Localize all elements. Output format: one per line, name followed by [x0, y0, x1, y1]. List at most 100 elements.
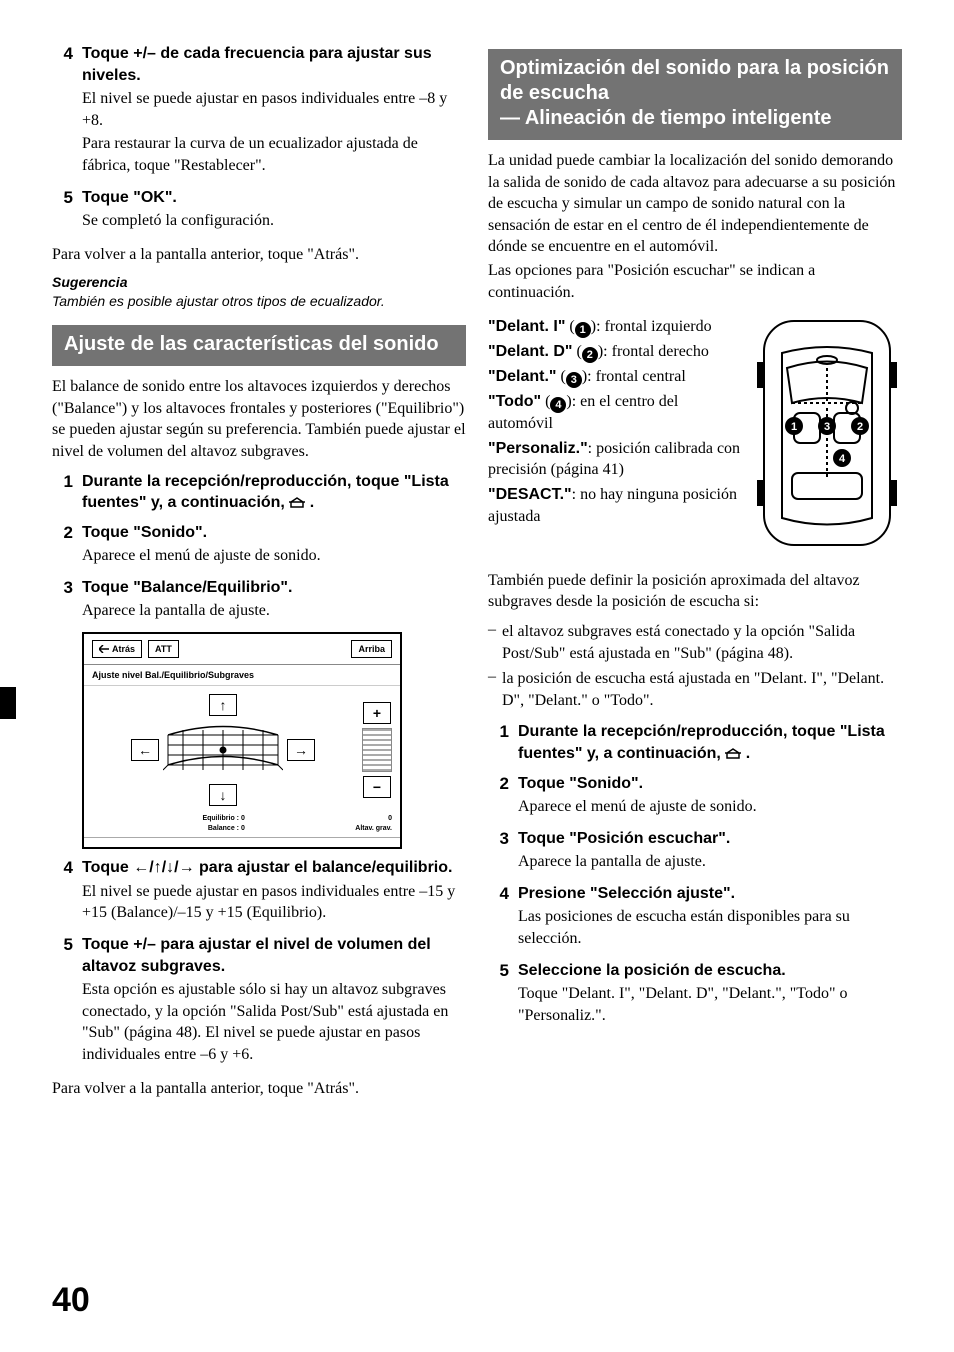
svg-text:3: 3 — [824, 421, 830, 433]
step-title: Toque "OK". — [82, 187, 466, 209]
pos-label: "Personaliz." — [488, 440, 588, 457]
step-5-ok: 5 Toque "OK". Se completó la configuraci… — [52, 187, 466, 234]
step-body-text: Aparece la pantalla de ajuste. — [82, 600, 466, 622]
side-tab — [0, 687, 16, 719]
step-2: 2 Toque "Sonido". Aparece el menú de aju… — [52, 522, 466, 569]
section-intro: El balance de sonido entre los altavoces… — [52, 376, 466, 462]
step-body-text: Aparece el menú de ajuste de sonido. — [518, 796, 902, 818]
pos-label: "Delant." — [488, 368, 557, 385]
section-heading-sound-chars: Ajuste de las características del sonido — [52, 325, 466, 366]
page-number: 40 — [52, 1278, 90, 1324]
step-title: Toque "Sonido". — [518, 773, 902, 795]
step-number: 5 — [52, 187, 82, 234]
pos-label: "DESACT." — [488, 486, 572, 503]
pos-desc: : frontal derecho — [603, 343, 709, 360]
tip-heading: Sugerencia — [52, 273, 466, 292]
step-3: 3 Toque "Balance/Equilibrio". Aparece la… — [52, 577, 466, 624]
right-column: Optimización del sonido para la posición… — [488, 35, 902, 1101]
step-number: 3 — [488, 828, 518, 875]
return-text: Para volver a la pantalla anterior, toqu… — [52, 1078, 466, 1100]
equilibrio-label: Equilibrio : 0 — [202, 815, 244, 822]
tip-body: También es posible ajustar otros tipos d… — [52, 292, 466, 311]
balance-label: Balance : 0 — [208, 825, 245, 832]
up-button[interactable]: Arriba — [351, 640, 392, 658]
step-body-text: El nivel se puede ajustar en pasos indiv… — [82, 88, 466, 131]
circled-1-icon: 1 — [575, 322, 591, 338]
step-number: 5 — [488, 960, 518, 1029]
step-title: Toque "Sonido". — [82, 522, 466, 544]
position-text-column: "Delant. I" (1): frontal izquierdo "Dela… — [488, 313, 742, 560]
step-body-text: Aparece el menú de ajuste de sonido. — [82, 545, 466, 567]
step-body-text: Se completó la configuración. — [82, 210, 466, 232]
home-icon — [725, 748, 741, 759]
step-5-sub: 5 Toque +/– para ajustar el nivel de vol… — [52, 934, 466, 1068]
arrow-right-button[interactable]: → — [287, 739, 315, 761]
ui-screenshot-balance: Atrás ATT Arriba Ajuste nivel Bal./Equil… — [82, 632, 402, 849]
circled-2-icon: 2 — [582, 347, 598, 363]
pos-label: "Todo" — [488, 393, 541, 410]
balance-grid-icon — [163, 720, 283, 780]
step-title-end: . — [305, 494, 314, 511]
sub-level-meter — [362, 728, 392, 772]
arrow-up-button[interactable]: ↑ — [209, 694, 237, 716]
step-number: 5 — [52, 934, 82, 1068]
step-body-text: Aparece la pantalla de ajuste. — [518, 851, 902, 873]
step-number: 1 — [488, 721, 518, 764]
step-body-text: Para restaurar la curva de un ecualizado… — [82, 133, 466, 176]
position-list: "Delant. I" (1): frontal izquierdo "Dela… — [488, 313, 902, 560]
intro-text-2: Las opciones para "Posición escuchar" se… — [488, 260, 902, 303]
ui-balance-grid: ↑ ← → — [92, 694, 354, 806]
step-number: 2 — [52, 522, 82, 569]
step-number: 4 — [488, 883, 518, 952]
att-button[interactable]: ATT — [148, 640, 179, 658]
svg-text:4: 4 — [839, 453, 846, 465]
step-title: Durante la recepción/reproducción, toque… — [518, 723, 885, 762]
circled-3-icon: 3 — [566, 372, 582, 388]
dash-item: el altavoz subgraves está conectado y la… — [502, 621, 902, 664]
pos-label: "Delant. I" — [488, 318, 565, 335]
step-title: Durante la recepción/reproducción, toque… — [82, 473, 449, 512]
ui-subtitle: Ajuste nivel Bal./Equilibrio/Subgraves — [84, 665, 400, 686]
step-body-text: Esta opción es ajustable sólo si hay un … — [82, 979, 466, 1065]
step-number: 3 — [52, 577, 82, 624]
intro-text: La unidad puede cambiar la localización … — [488, 150, 902, 258]
step-1: 1 Durante la recepción/reproducción, toq… — [52, 471, 466, 514]
sub-value: 0 — [388, 815, 392, 822]
pos-desc: : frontal izquierdo — [596, 318, 712, 335]
back-arrow-icon — [99, 645, 109, 653]
step-title: Seleccione la posición de escucha. — [518, 960, 902, 982]
main-columns: 4 Toque +/– de cada frecuencia para ajus… — [52, 35, 902, 1101]
step-number: 4 — [52, 43, 82, 179]
step-title: Toque +/– para ajustar el nivel de volum… — [82, 934, 466, 977]
step-body-text: Toque "Delant. I", "Delant. D", "Delant.… — [518, 983, 902, 1026]
rstep-1: 1 Durante la recepción/reproducción, toq… — [488, 721, 902, 764]
step-title-end: . — [741, 745, 750, 762]
step-title: Toque "Balance/Equilibrio". — [82, 577, 466, 599]
step-title: Presione "Selección ajuste". — [518, 883, 902, 905]
back-button[interactable]: Atrás — [92, 640, 142, 658]
svg-text:1: 1 — [791, 421, 797, 433]
step-title: Toque "Posición escuchar". — [518, 828, 902, 850]
step-title: Toque ←/↑/↓/→ para ajustar el balance/eq… — [82, 857, 466, 879]
step-number: 4 — [52, 857, 82, 926]
plus-button[interactable]: + — [363, 702, 391, 724]
pos-desc: : frontal central — [587, 368, 686, 385]
rstep-5: 5 Seleccione la posición de escucha. Toq… — [488, 960, 902, 1029]
rstep-2: 2 Toque "Sonido". Aparece el menú de aju… — [488, 773, 902, 820]
rstep-4: 4 Presione "Selección ajuste". Las posic… — [488, 883, 902, 952]
minus-button[interactable]: − — [363, 776, 391, 798]
ui-value-labels: Equilibrio : 0 Balance : 0 0 Altav. grav… — [84, 814, 400, 837]
step-title: Toque +/– de cada frecuencia para ajusta… — [82, 43, 466, 86]
step-4-arrows: 4 Toque ←/↑/↓/→ para ajustar el balance/… — [52, 857, 466, 926]
ui-bottom-strip — [84, 837, 400, 847]
ui-top-bar: Atrás ATT Arriba — [84, 634, 400, 665]
left-column: 4 Toque +/– de cada frecuencia para ajus… — [52, 35, 466, 1101]
dash-item: la posición de escucha está ajustada en … — [502, 668, 902, 711]
home-icon — [289, 497, 305, 508]
also-text: También puede definir la posición aproxi… — [488, 570, 902, 613]
back-label: Atrás — [112, 643, 135, 655]
ui-sub-column: + − — [362, 702, 392, 798]
arrow-left-button[interactable]: ← — [131, 739, 159, 761]
arrow-down-button[interactable]: ↓ — [209, 784, 237, 806]
car-diagram: 1 3 2 4 — [752, 313, 902, 560]
